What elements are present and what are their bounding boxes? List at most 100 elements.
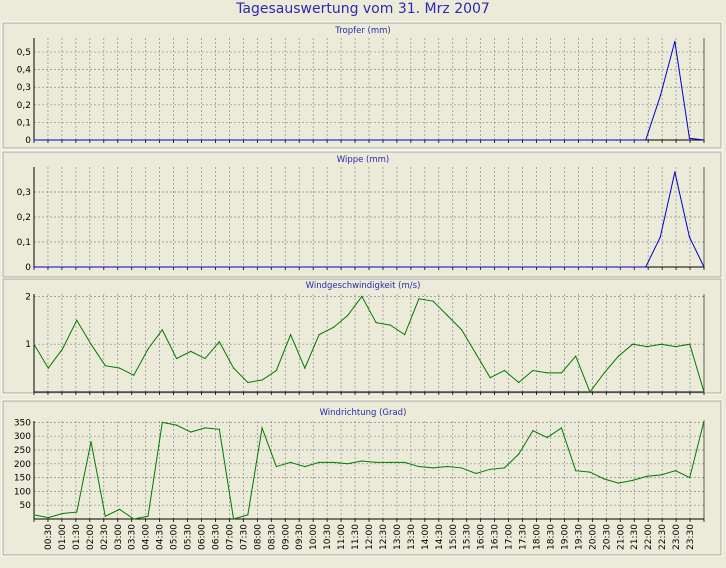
data-point	[190, 350, 192, 352]
data-point	[304, 465, 306, 468]
data-point	[603, 372, 605, 374]
data-point	[247, 381, 249, 384]
data-point	[632, 479, 634, 481]
data-point	[586, 266, 589, 268]
data-point	[304, 367, 306, 369]
data-point	[659, 236, 661, 238]
data-point	[446, 314, 448, 317]
data-point	[484, 266, 487, 268]
x-tick-label: 06:00	[198, 524, 208, 550]
y-tick-label: 50	[20, 501, 32, 511]
data-point	[368, 139, 370, 141]
data-point	[91, 139, 93, 141]
panel-inner-frame-0	[2, 22, 722, 149]
data-point	[572, 266, 574, 268]
data-point	[251, 266, 254, 268]
data-point	[689, 476, 691, 479]
data-point	[61, 348, 64, 350]
data-point	[382, 139, 385, 141]
data-point	[503, 467, 506, 469]
data-point	[575, 355, 577, 357]
x-tick-label: 01:00	[58, 524, 68, 550]
x-tick-label: 04:30	[156, 524, 166, 550]
data-point	[62, 139, 64, 141]
data-point	[589, 471, 591, 473]
data-point	[361, 295, 363, 297]
data-point	[324, 266, 326, 268]
data-point	[33, 514, 35, 516]
data-point	[503, 369, 506, 372]
data-point	[560, 372, 563, 374]
data-point	[161, 329, 163, 331]
x-tick-label: 18:30	[546, 524, 556, 550]
data-point	[106, 266, 108, 268]
data-point	[147, 515, 149, 517]
data-point	[295, 139, 297, 141]
data-point	[149, 266, 152, 268]
data-point	[290, 461, 292, 464]
data-point	[632, 343, 634, 345]
data-point	[389, 461, 391, 464]
x-tick-label: 17:00	[505, 524, 515, 550]
data-point	[397, 266, 399, 268]
x-tick-label: 10:30	[323, 524, 333, 550]
x-tick-label: 16:30	[491, 524, 501, 550]
data-point	[499, 266, 501, 268]
data-point	[237, 139, 239, 141]
data-point	[33, 266, 35, 268]
panel-frame-3	[1, 399, 723, 557]
data-point	[375, 322, 377, 324]
data-point	[281, 139, 283, 141]
data-point	[572, 139, 574, 141]
data-point	[674, 171, 676, 173]
data-point	[33, 139, 35, 141]
x-tick-label: 15:00	[449, 524, 459, 550]
data-point	[484, 139, 487, 141]
data-point	[104, 365, 106, 367]
y-tick-label: 300	[14, 432, 31, 442]
data-point	[546, 436, 548, 439]
data-point	[295, 266, 297, 268]
panel-frame-2	[1, 277, 723, 395]
data-point	[455, 266, 457, 268]
x-tick-label: 19:00	[560, 524, 570, 550]
y-tick-label: 0,5	[17, 48, 31, 58]
y-tick-label: 0	[25, 263, 31, 273]
x-tick-label: 05:00	[170, 524, 180, 550]
x-tick-label: 09:00	[281, 524, 291, 550]
data-point	[674, 470, 677, 472]
data-point	[455, 139, 457, 141]
data-point	[617, 482, 620, 484]
x-tick-label: 23:00	[672, 524, 682, 550]
data-point	[261, 379, 263, 381]
data-point	[441, 139, 443, 141]
data-point	[368, 266, 370, 268]
data-point	[91, 266, 93, 268]
data-point	[616, 139, 618, 141]
data-point	[310, 139, 312, 141]
x-tick-label: 12:30	[379, 524, 389, 550]
data-point	[646, 345, 648, 348]
x-tick-label: 12:00	[365, 524, 375, 550]
x-tick-label: 14:00	[421, 524, 431, 550]
data-point	[688, 137, 691, 139]
data-point	[404, 461, 406, 464]
x-tick-label: 21:00	[616, 524, 626, 550]
data-point	[645, 139, 647, 141]
data-point	[353, 139, 356, 141]
x-tick-label: 22:00	[644, 524, 654, 550]
data-point	[135, 139, 137, 141]
data-point	[475, 353, 477, 355]
data-point	[318, 334, 320, 336]
x-tick-label: 02:00	[86, 524, 96, 550]
data-point	[546, 372, 548, 374]
x-tick-label: 07:30	[239, 524, 249, 550]
data-point	[281, 266, 283, 268]
data-point	[361, 460, 363, 462]
data-point	[470, 266, 472, 268]
x-tick-label: 05:30	[184, 524, 194, 550]
data-point	[261, 427, 263, 429]
data-point	[76, 319, 78, 321]
data-point	[660, 474, 662, 476]
y-tick-label: 250	[14, 446, 31, 456]
